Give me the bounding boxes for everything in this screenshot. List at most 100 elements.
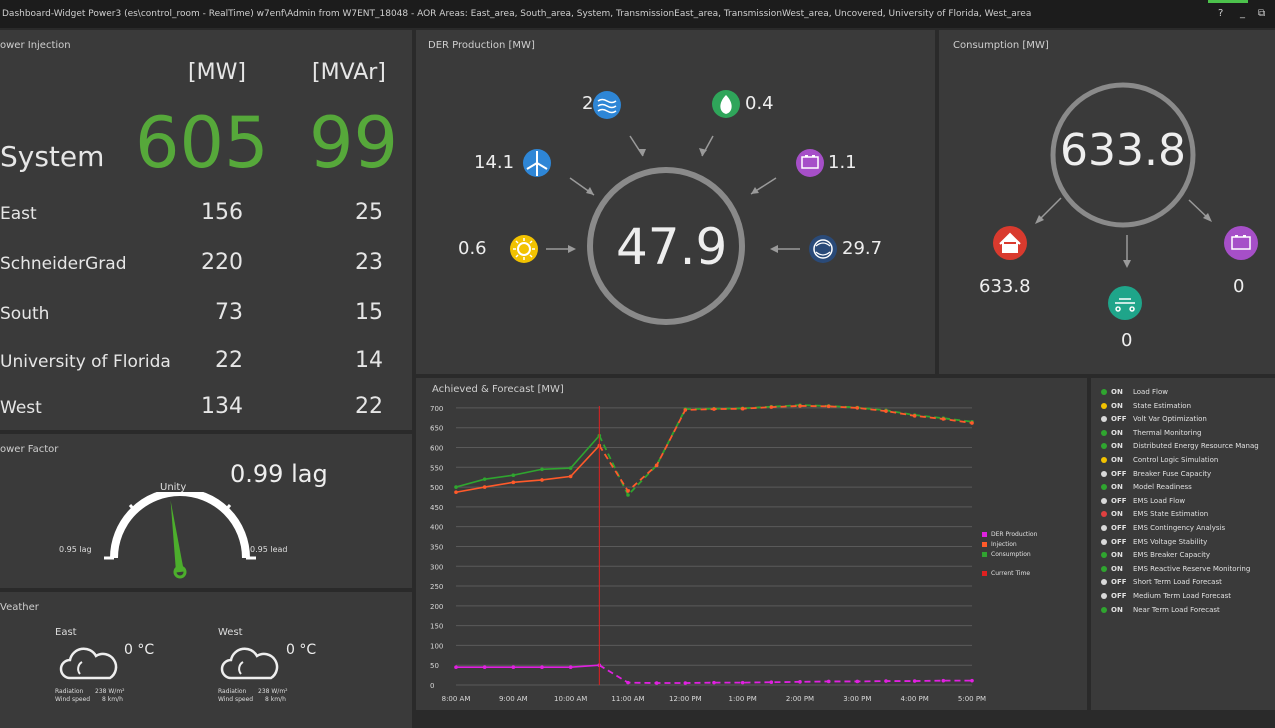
status-state: OFF [1111, 496, 1127, 505]
der-hydro-value: 2 [582, 93, 594, 114]
y-tick-label: 250 [430, 583, 443, 591]
legend-swatch [982, 571, 987, 576]
arrow-head [1203, 213, 1212, 222]
data-point [654, 681, 659, 685]
status-item[interactable]: OFF EMS Load Flow [1101, 497, 1185, 505]
region-mw: 156 [201, 200, 243, 225]
data-point [454, 485, 458, 489]
status-indicator [1101, 593, 1107, 599]
status-indicator [1101, 525, 1107, 531]
status-item[interactable]: ON Distributed Energy Resource Manag [1101, 442, 1259, 450]
data-point [826, 679, 831, 684]
y-tick-label: 650 [430, 425, 443, 433]
consumption-panel: Consumption [MW] 633.8 633.8 0 0 [939, 30, 1275, 374]
arrow-head [751, 187, 759, 194]
help-button[interactable]: ? [1218, 8, 1224, 19]
arrow-head [586, 187, 594, 195]
radiation-label: Radiation [55, 688, 84, 695]
status-indicator [1101, 511, 1107, 518]
data-point [454, 490, 458, 495]
gauge-arc [110, 492, 250, 559]
status-state: OFF [1111, 537, 1127, 546]
status-label: EMS Contingency Analysis [1133, 524, 1226, 532]
region-name: SchneiderGrad [0, 254, 127, 274]
gauge-unity-label: Unity [160, 482, 187, 493]
status-item[interactable]: ON Near Term Load Forecast [1101, 606, 1220, 614]
status-item[interactable]: ON Thermal Monitoring [1101, 429, 1202, 437]
power-factor-title: ower Factor [0, 444, 59, 455]
status-item[interactable]: OFF EMS Voltage Stability [1101, 538, 1207, 546]
power-factor-gauge [104, 492, 256, 579]
status-item[interactable]: OFF Breaker Fuse Capacity [1101, 470, 1211, 478]
y-tick-label: 700 [430, 405, 443, 413]
data-point [482, 485, 487, 489]
status-item[interactable]: ON Load Flow [1101, 388, 1168, 396]
status-state: OFF [1111, 524, 1127, 532]
series-line-forecast [598, 664, 972, 684]
data-point [970, 678, 974, 683]
der-wind-value: 14.1 [474, 152, 515, 173]
status-label: Breaker Fuse Capacity [1133, 469, 1212, 478]
restore-button[interactable]: ⧉ [1258, 8, 1266, 19]
data-point [855, 679, 860, 684]
status-item[interactable]: OFF EMS Contingency Analysis [1101, 524, 1225, 532]
data-point [540, 478, 544, 482]
status-item[interactable]: ON State Estimation [1101, 402, 1191, 410]
status-label: Medium Term Load Forecast [1133, 592, 1232, 600]
series-line-forecast [598, 404, 973, 497]
status-item[interactable]: ON EMS Breaker Capacity [1101, 551, 1210, 559]
mw-header: [MW] [188, 60, 246, 85]
weather-title: Veather [0, 602, 39, 613]
region-mvar: 15 [355, 300, 383, 325]
data-point [540, 665, 544, 669]
consumption-ev-value: 0 [1121, 330, 1133, 351]
arrow-head [1123, 260, 1131, 268]
status-indicator [1101, 402, 1107, 409]
status-indicator [1101, 484, 1107, 491]
status-state: ON [1111, 551, 1123, 560]
status-item[interactable]: OFF Medium Term Load Forecast [1101, 592, 1231, 600]
house-icon [993, 226, 1027, 260]
data-point [912, 414, 917, 418]
forecast-chart-title: Achieved & Forecast [MW] [432, 384, 564, 395]
x-tick-label: 2:00 PM [786, 695, 814, 703]
arrow-head [770, 245, 778, 253]
region-mw: 220 [201, 250, 243, 275]
der-total-value: 47.9 [616, 218, 728, 276]
legend-label: Injection [991, 541, 1017, 548]
consumption-battery-value: 0 [1233, 276, 1245, 297]
system-label: System [0, 140, 105, 173]
region-mvar: 23 [355, 250, 383, 275]
status-indicator [1101, 429, 1107, 436]
status-label: Short Term Load Forecast [1133, 578, 1222, 587]
data-point [769, 405, 774, 409]
status-list: ON Load Flow ON State Estimation OFF Volt Var… [1101, 388, 1275, 708]
data-point [712, 407, 716, 411]
region-name: University of Florida [0, 352, 171, 372]
status-item[interactable]: ON EMS State Estimation [1101, 510, 1208, 518]
der-diagram [510, 90, 837, 325]
data-point [654, 463, 659, 468]
radiation-value: 238 W/m² [95, 688, 125, 695]
cloud-icon [220, 647, 279, 680]
status-item[interactable]: ON Control Logic Simulation [1101, 456, 1218, 464]
radiation-value: 238 W/m² [258, 688, 288, 695]
gauge-hub [173, 565, 187, 579]
data-point [511, 665, 516, 669]
y-tick-label: 600 [430, 445, 443, 453]
y-tick-label: 450 [430, 504, 443, 512]
status-item[interactable]: ON Model Readiness [1101, 483, 1192, 491]
y-tick-label: 50 [430, 662, 439, 670]
status-item[interactable]: OFF Short Term Load Forecast [1101, 578, 1222, 586]
minimize-button[interactable]: _ [1240, 8, 1245, 19]
consumption-title: Consumption [MW] [953, 40, 1049, 51]
x-tick-label: 10:00 AM [554, 695, 587, 703]
weather-panel: Veather East 0 °C Radiation 238 W/m² Win… [0, 592, 412, 728]
status-item[interactable]: ON EMS Reactive Reserve Monitoring [1101, 565, 1250, 573]
gauge-right-label: 0.95 lead [250, 545, 288, 554]
x-tick-label: 9:00 AM [499, 695, 528, 703]
der-battery-value: 1.1 [828, 152, 857, 173]
status-label: EMS Breaker Capacity [1133, 551, 1211, 560]
power-injection-panel: ower Injection [MW] [MVAr] System 605 99… [0, 30, 412, 430]
status-item[interactable]: OFF Volt Var Optimization [1101, 415, 1207, 423]
